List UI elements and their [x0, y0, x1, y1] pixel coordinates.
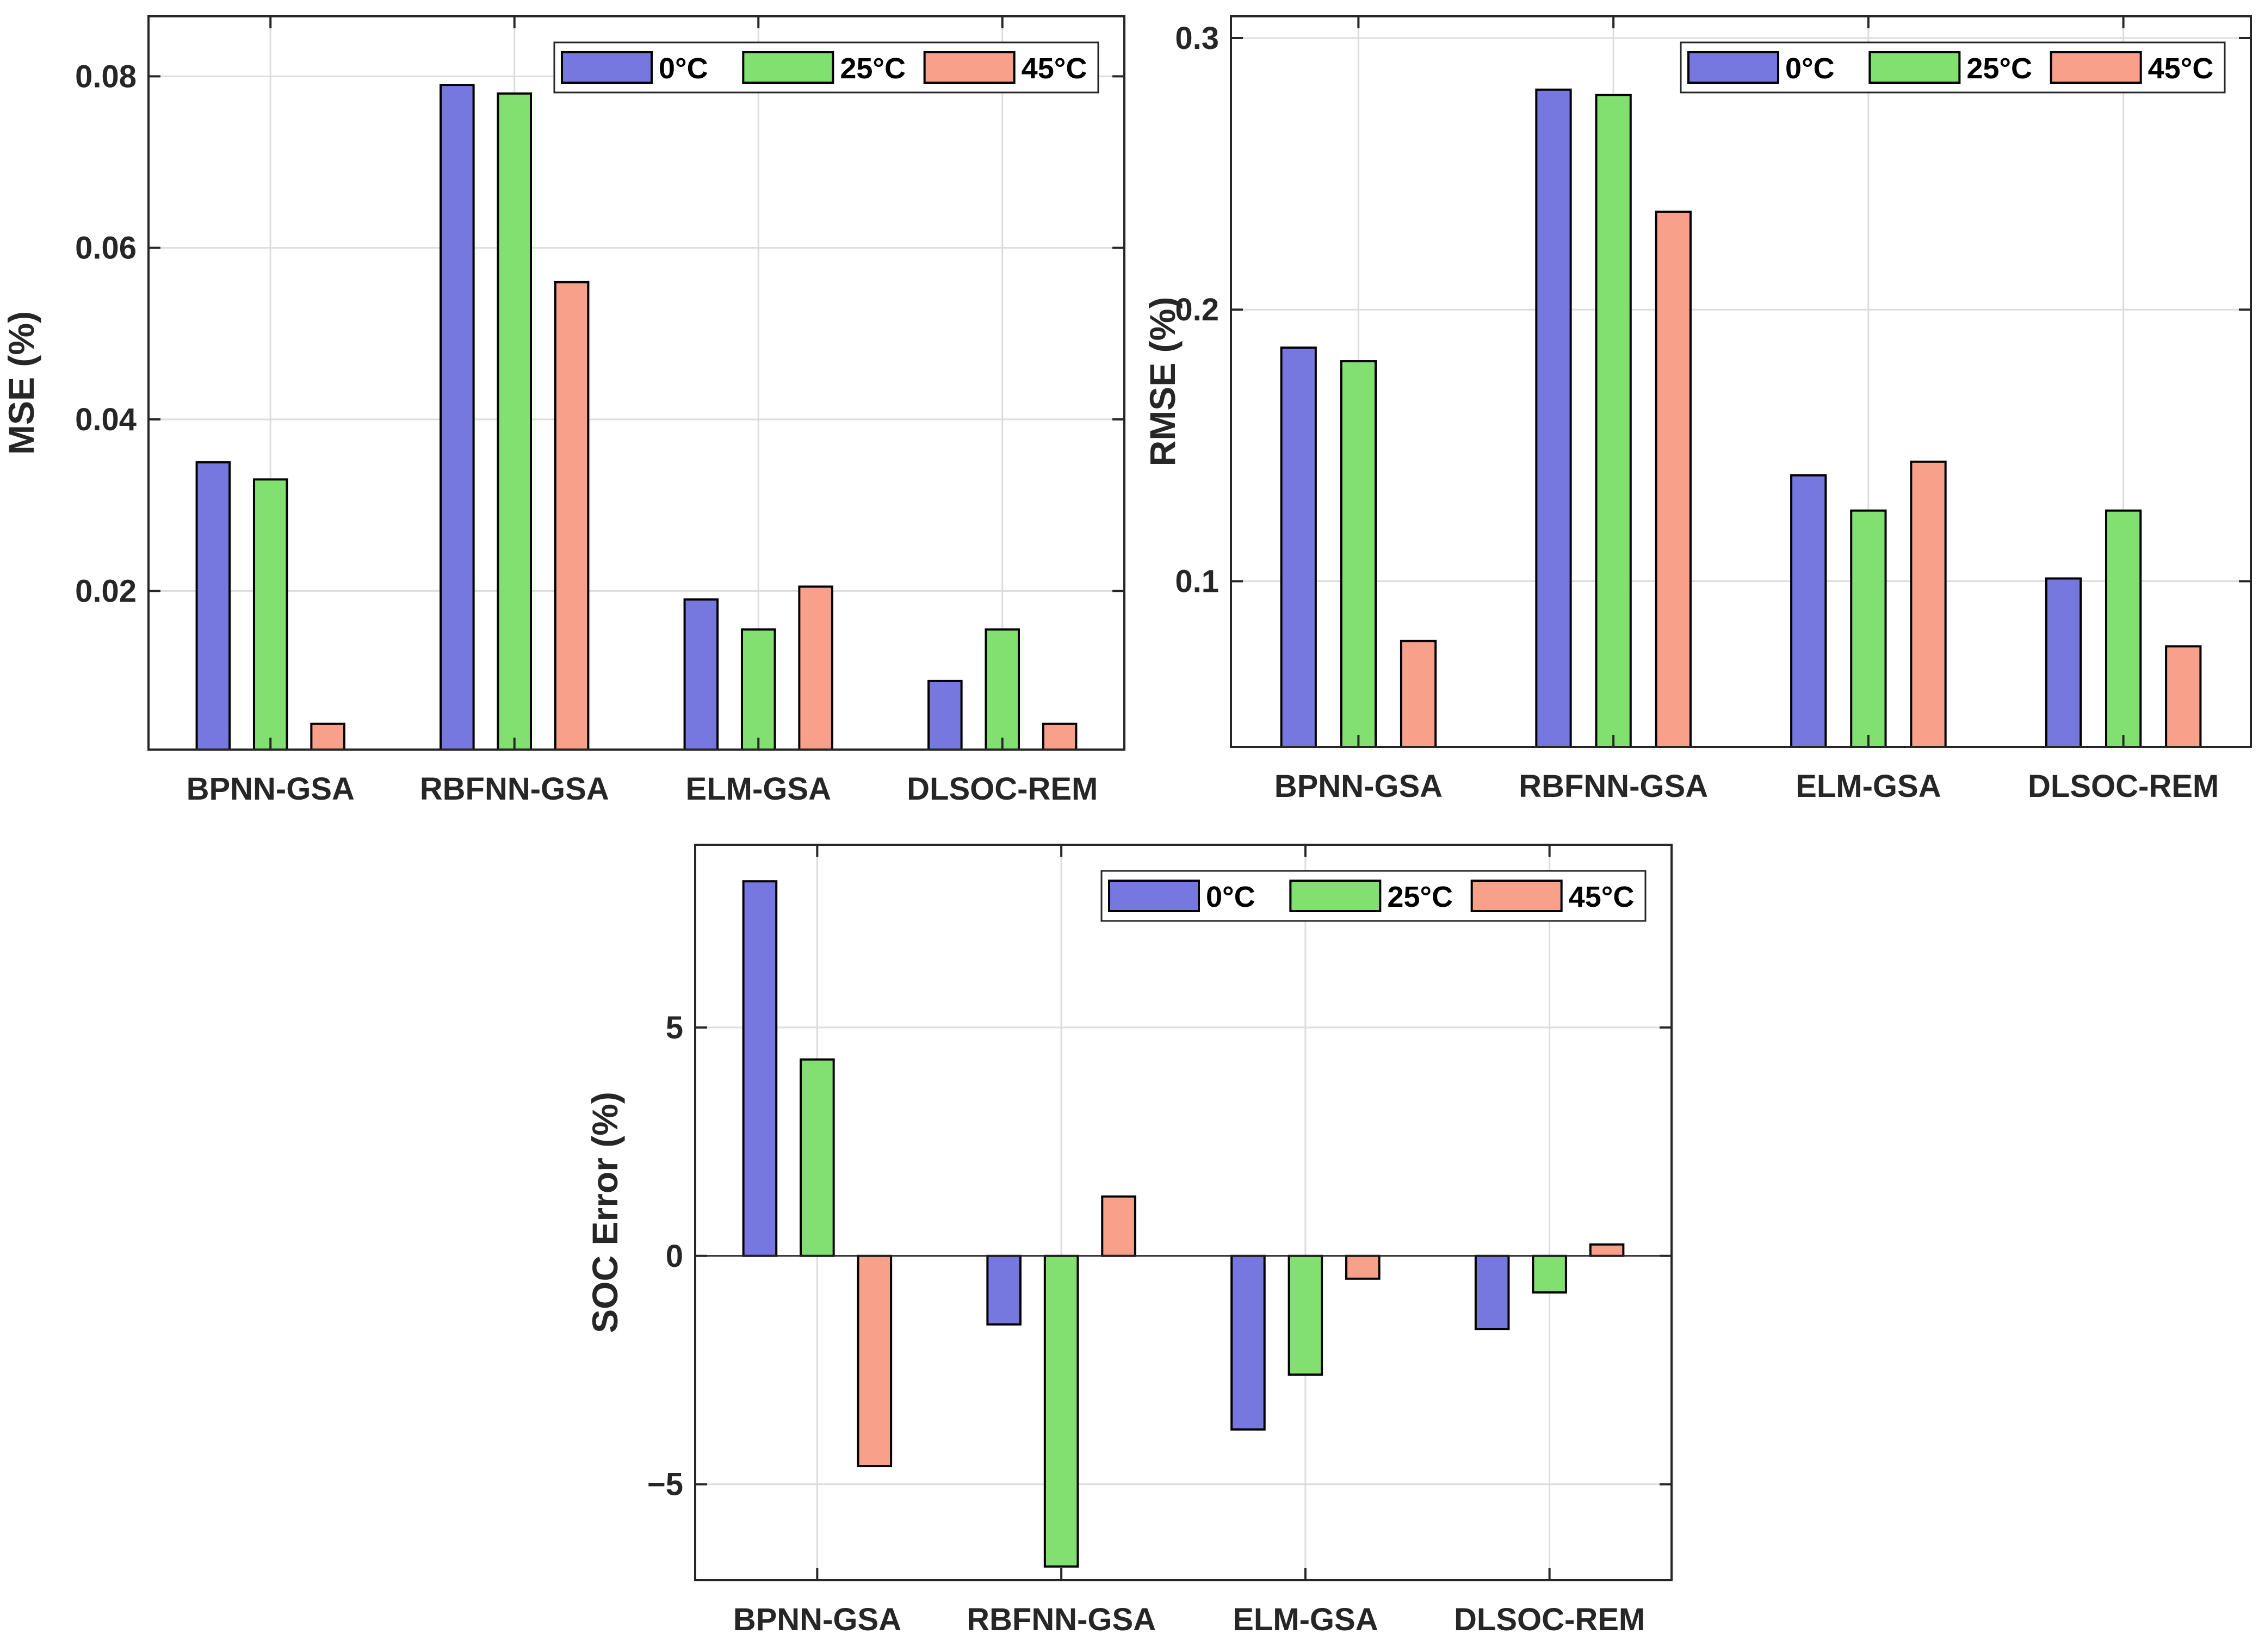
x-tick-label: RBFNN-GSA	[1519, 769, 1708, 804]
legend-swatch	[561, 51, 653, 84]
mse-chart: 0.02 0.04 0.06 0.08 BPNN-GSA RBFNN-GSA ELM-GSA…	[1, 15, 1125, 807]
x-tick-label: ELM-GSA	[1233, 1602, 1378, 1637]
bar-45C-bpnn-gsa	[1400, 640, 1437, 748]
x-tick-label: DLSOC-REM	[1454, 1602, 1645, 1637]
plot-area-border	[1230, 15, 2252, 748]
bar-45C-rbfnn-gsa	[1101, 1195, 1136, 1257]
y-tick-label: 0.04	[75, 402, 137, 437]
bar-25C-rbfnn-gsa	[1043, 1254, 1079, 1568]
legend-swatch	[1108, 880, 1200, 912]
bar-45C-dlsoc-rem	[1042, 722, 1078, 751]
x-tick-label: ELM-GSA	[686, 771, 831, 807]
legend-label: 25°C	[1966, 52, 2032, 85]
bar-25C-dlsoc-rem	[1532, 1254, 1567, 1294]
bar-45C-elm-gsa	[1345, 1254, 1381, 1280]
bar-45C-bpnn-gsa	[310, 722, 345, 751]
bar-25C-elm-gsa	[740, 628, 776, 751]
legend-swatch	[923, 51, 1016, 84]
bar-25C-elm-gsa	[1850, 509, 1887, 748]
legend-label: 0°C	[1206, 881, 1255, 913]
bar-25C-dlsoc-rem	[2105, 509, 2142, 748]
legend: 0°C 25°C 45°C	[1680, 41, 2226, 94]
y-axis-label: SOC Error (%)	[585, 1092, 625, 1333]
legend-label: 0°C	[1785, 52, 1835, 85]
bar-45C-rbfnn-gsa	[554, 281, 590, 751]
x-tick-label: BPNN-GSA	[733, 1602, 901, 1637]
rmse-chart: 0.1 0.2 0.3 BPNN-GSA RBFNN-GSA ELM-GSA DLSOC-R…	[1142, 15, 2252, 804]
bar-25C-bpnn-gsa	[800, 1058, 835, 1257]
bar-25C-dlsoc-rem	[985, 628, 1020, 751]
bar-25C-rbfnn-gsa	[497, 92, 533, 751]
bar-45C-elm-gsa	[798, 585, 833, 751]
bar-0C-dlsoc-rem	[1474, 1254, 1510, 1331]
bar-0C-dlsoc-rem	[2045, 577, 2082, 748]
bar-45C-bpnn-gsa	[857, 1254, 893, 1468]
bar-0C-bpnn-gsa	[1280, 347, 1317, 748]
y-tick-label: 0.08	[75, 59, 137, 94]
x-tick-label: DLSOC-REM	[2028, 769, 2219, 804]
bar-45C-dlsoc-rem	[1589, 1243, 1625, 1257]
bar-45C-dlsoc-rem	[2165, 645, 2202, 748]
bar-0C-bpnn-gsa	[195, 461, 231, 751]
x-tick-label: ELM-GSA	[1796, 769, 1941, 804]
x-tick-label: BPNN-GSA	[1274, 769, 1443, 804]
bar-25C-rbfnn-gsa	[1595, 94, 1632, 748]
x-tick-label: RBFNN-GSA	[967, 1602, 1156, 1637]
bar-0C-elm-gsa	[1790, 474, 1827, 748]
bar-0C-bpnn-gsa	[742, 880, 778, 1257]
y-tick-label: 0.1	[1175, 564, 1219, 599]
legend-label: 0°C	[659, 52, 708, 85]
soc-error-chart: −5 0 5 BPNN-GSA RBFNN-GSA ELM-GSA DLSOC-REM SOC…	[585, 844, 1673, 1637]
bar-0C-rbfnn-gsa	[986, 1254, 1022, 1326]
y-tick-label: 0.3	[1175, 21, 1219, 56]
y-tick-label: 0.2	[1175, 292, 1219, 327]
y-tick-label: 0.06	[75, 231, 137, 266]
plot-area-border	[147, 15, 1125, 751]
legend: 0°C 25°C 45°C	[1100, 870, 1647, 922]
x-tick-label: DLSOC-REM	[907, 771, 1098, 807]
legend-label: 45°C	[1022, 52, 1087, 85]
bar-25C-elm-gsa	[1288, 1254, 1323, 1376]
legend-label: 25°C	[1387, 881, 1453, 913]
bar-25C-bpnn-gsa	[252, 478, 288, 751]
y-axis-label: RMSE (%)	[1142, 297, 1183, 467]
legend-swatch	[1687, 51, 1779, 84]
legend: 0°C 25°C 45°C	[553, 41, 1099, 94]
y-tick-label: −5	[647, 1467, 683, 1502]
bar-45C-rbfnn-gsa	[1655, 211, 1692, 748]
y-axis-label: MSE (%)	[1, 311, 41, 455]
bar-0C-rbfnn-gsa	[1535, 88, 1572, 748]
legend-label: 25°C	[840, 52, 906, 85]
plot-area-border	[694, 844, 1673, 1581]
legend-label: 45°C	[2148, 52, 2214, 85]
x-tick-label: BPNN-GSA	[187, 771, 355, 807]
legend-swatch	[1289, 880, 1382, 912]
bar-0C-rbfnn-gsa	[440, 84, 475, 751]
bar-0C-elm-gsa	[683, 598, 719, 751]
legend-swatch	[742, 51, 834, 84]
bar-45C-elm-gsa	[1910, 460, 1947, 748]
bar-0C-dlsoc-rem	[927, 679, 963, 751]
y-tick-label: 0	[666, 1239, 683, 1274]
legend-label: 45°C	[1569, 881, 1635, 913]
y-tick-label: 0.02	[75, 573, 137, 609]
y-tick-label: 5	[666, 1010, 683, 1045]
bar-25C-bpnn-gsa	[1340, 360, 1377, 748]
legend-swatch	[1868, 51, 1961, 84]
legend-swatch	[1470, 880, 1563, 912]
legend-swatch	[2050, 51, 2142, 84]
bar-0C-elm-gsa	[1230, 1254, 1266, 1431]
x-tick-label: RBFNN-GSA	[420, 771, 609, 807]
